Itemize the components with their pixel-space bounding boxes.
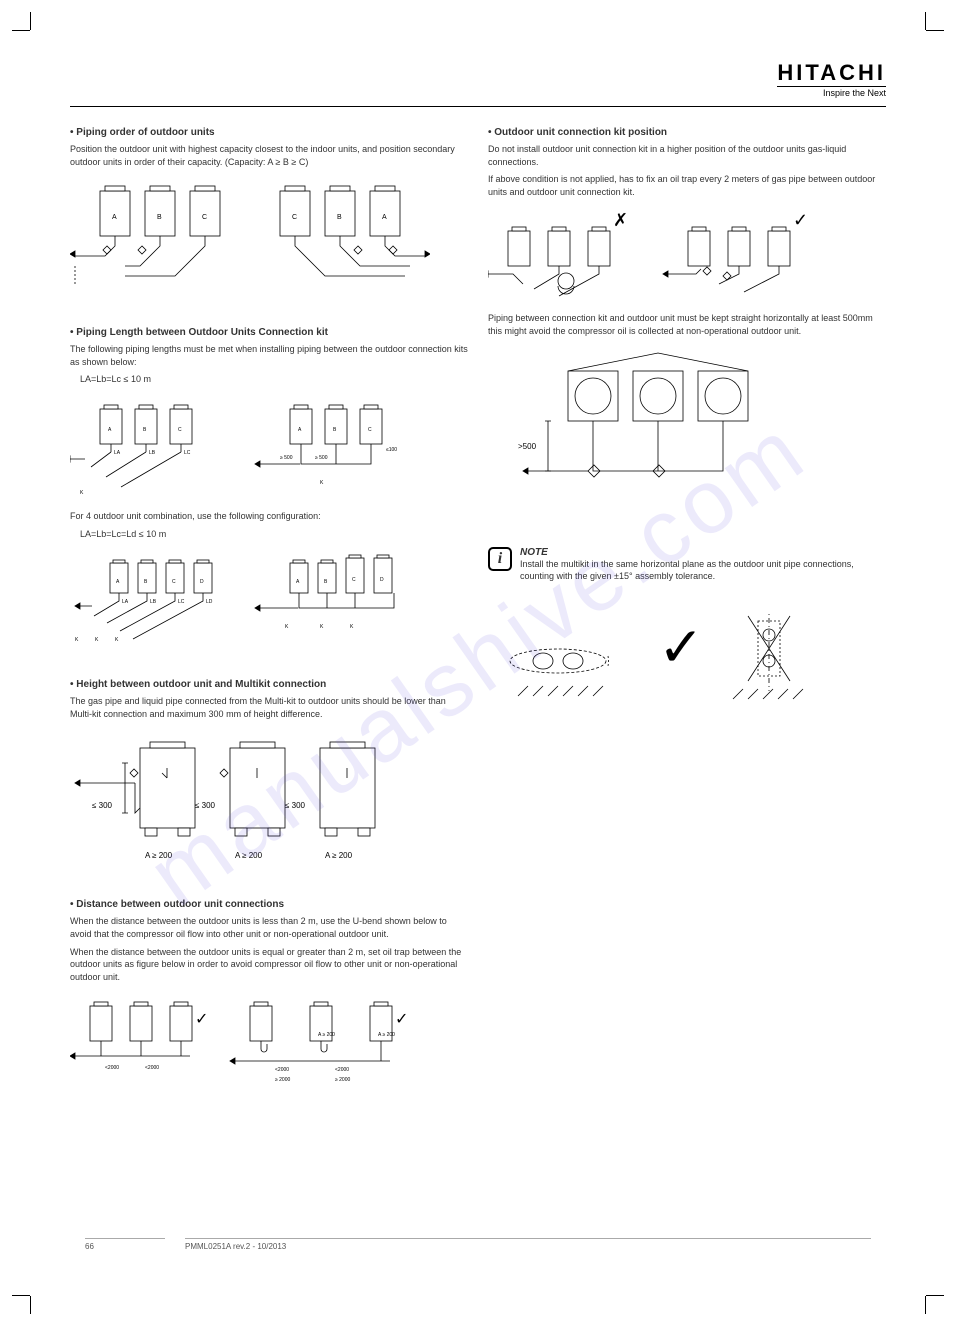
svg-text:A ≥ 200: A ≥ 200 [235,851,263,860]
svg-text:K: K [80,490,84,496]
svg-text:≥ 2000: ≥ 2000 [335,1077,350,1083]
svg-text:A ≥ 200: A ≥ 200 [378,1032,395,1038]
diagram-multikit-horizontal: ✓ [488,611,868,731]
svg-text:≤ 300: ≤ 300 [92,801,113,810]
conn-kit-text3: Piping between connection kit and outdoo… [488,312,886,337]
svg-text:K: K [75,637,79,643]
crop-mark-tr [920,18,938,36]
svg-text:LC: LC [184,450,191,456]
svg-text:LA: LA [122,599,129,605]
svg-text:✓: ✓ [195,1011,208,1028]
doc-ref: PMML0251A rev.2 - 10/2013 [185,1238,871,1251]
svg-text:K: K [320,480,324,486]
svg-text:C: C [202,214,207,221]
svg-text:B: B [157,214,162,221]
crop-mark-bl [18,1290,36,1308]
svg-text:K: K [320,624,324,630]
note-content: NOTE Install the multikit in the same ho… [520,547,886,588]
page-header: HITACHI Inspire the Next [70,60,886,107]
note-title: NOTE [520,547,886,558]
la-eq-text-b: LA=Lb=Lc=Ld ≤ 10 m [80,528,468,541]
section-conn-kit: • Outdoor unit connection kit position D… [488,127,886,532]
svg-text:C: C [368,427,372,433]
conn-kit-text1: Do not install outdoor unit connection k… [488,143,886,168]
svg-text:>500: >500 [518,442,537,451]
svg-text:K: K [285,624,289,630]
piping-length-text-a: The following piping lengths must be met… [70,343,468,368]
svg-text:C: C [352,577,356,583]
svg-text:A: A [112,214,117,221]
svg-text:K: K [350,624,354,630]
la-eq-text: LA=Lb=Lc ≤ 10 m [80,373,468,386]
right-column: • Outdoor unit connection kit position D… [488,127,886,1107]
svg-text:A ≥ 200: A ≥ 200 [325,851,353,860]
logo-text: HITACHI [777,60,886,86]
diagram-conn-kit-wrong-right: ✗ ✓ [488,211,868,301]
conn-kit-text2: If above condition is not applied, has t… [488,173,886,198]
svg-text:≤100: ≤100 [386,447,397,453]
svg-text:≥ 500: ≥ 500 [315,455,328,461]
piping-length-title: • Piping Length between Outdoor Units Co… [70,327,468,338]
diagram-piping-order: A B C C B A [70,181,430,301]
svg-text:<2000: <2000 [335,1067,349,1073]
svg-text:LB: LB [150,599,157,605]
section-distance: • Distance between outdoor unit connecti… [70,899,468,1107]
info-icon: i [488,547,512,571]
svg-text:LD: LD [206,599,213,605]
svg-text:A ≥ 200: A ≥ 200 [145,851,173,860]
svg-text:≥ 500: ≥ 500 [280,455,293,461]
svg-text:LC: LC [178,599,185,605]
height-text: The gas pipe and liquid pipe connected f… [70,695,468,720]
distance-text-a: When the distance between the outdoor un… [70,915,468,940]
svg-text:≤ 300: ≤ 300 [285,801,306,810]
diagram-height: ≤ 300 ≤ 300 ≤ 300 A ≥ 200 A ≥ 200 A ≥ 20… [70,733,430,873]
checkmark-icon: ✓ [658,616,704,678]
svg-text:<2000: <2000 [105,1065,119,1071]
svg-text:D: D [200,579,204,585]
hitachi-logo: HITACHI Inspire the Next [777,60,886,98]
svg-text:LA: LA [114,450,121,456]
section-height: • Height between outdoor unit and Multik… [70,679,468,884]
svg-text:A: A [382,214,387,221]
svg-text:K: K [115,637,119,643]
note-block: i NOTE Install the multikit in the same … [488,547,886,588]
svg-text:A ≥ 200: A ≥ 200 [318,1032,335,1038]
page-number: 66 [85,1238,165,1251]
distance-title: • Distance between outdoor unit connecti… [70,899,468,910]
piping-order-title: • Piping order of outdoor units [70,127,468,138]
svg-text:C: C [172,579,176,585]
diagram-4units-length: A B C D LALBLCLD KKK A B C D KKK [70,553,450,653]
note-text: Install the multikit in the same horizon… [520,558,886,583]
svg-text:✓: ✓ [793,211,808,230]
conn-kit-title: • Outdoor unit connection kit position [488,127,886,138]
svg-text:D: D [380,577,384,583]
diagram-3units-length: A B C LALBLC K A B C ≥ 500 ≥ [70,399,450,499]
height-title: • Height between outdoor unit and Multik… [70,679,468,690]
piping-length-text-b: For 4 outdoor unit combination, use the … [70,510,468,523]
piping-order-text: Position the outdoor unit with highest c… [70,143,468,168]
svg-text:✗: ✗ [613,211,628,230]
diagram-conn-kit-500: >500 [488,351,808,521]
left-column: • Piping order of outdoor units Position… [70,127,468,1107]
svg-text:B: B [337,214,342,221]
svg-text:<2000: <2000 [145,1065,159,1071]
page-content: • Piping order of outdoor units Position… [70,127,886,1107]
svg-text:C: C [178,427,182,433]
svg-text:K: K [95,637,99,643]
svg-text:C: C [292,214,297,221]
svg-text:✓: ✓ [395,1011,408,1028]
crop-mark-tl [18,18,36,36]
section-piping-order: • Piping order of outdoor units Position… [70,127,468,312]
diagram-distance: <2000 <2000 ✓ A ≥ 200 A ≥ 200 <2000 <200… [70,996,450,1096]
svg-text:≤ 300: ≤ 300 [195,801,216,810]
section-piping-length: • Piping Length between Outdoor Units Co… [70,327,468,664]
page-footer: 66 PMML0251A rev.2 - 10/2013 [85,1238,871,1251]
crop-mark-br [920,1290,938,1308]
svg-text:<2000: <2000 [275,1067,289,1073]
svg-text:≥ 2000: ≥ 2000 [275,1077,290,1083]
distance-text-b: When the distance between the outdoor un… [70,946,468,984]
logo-tagline: Inspire the Next [777,86,886,98]
svg-text:LB: LB [149,450,156,456]
